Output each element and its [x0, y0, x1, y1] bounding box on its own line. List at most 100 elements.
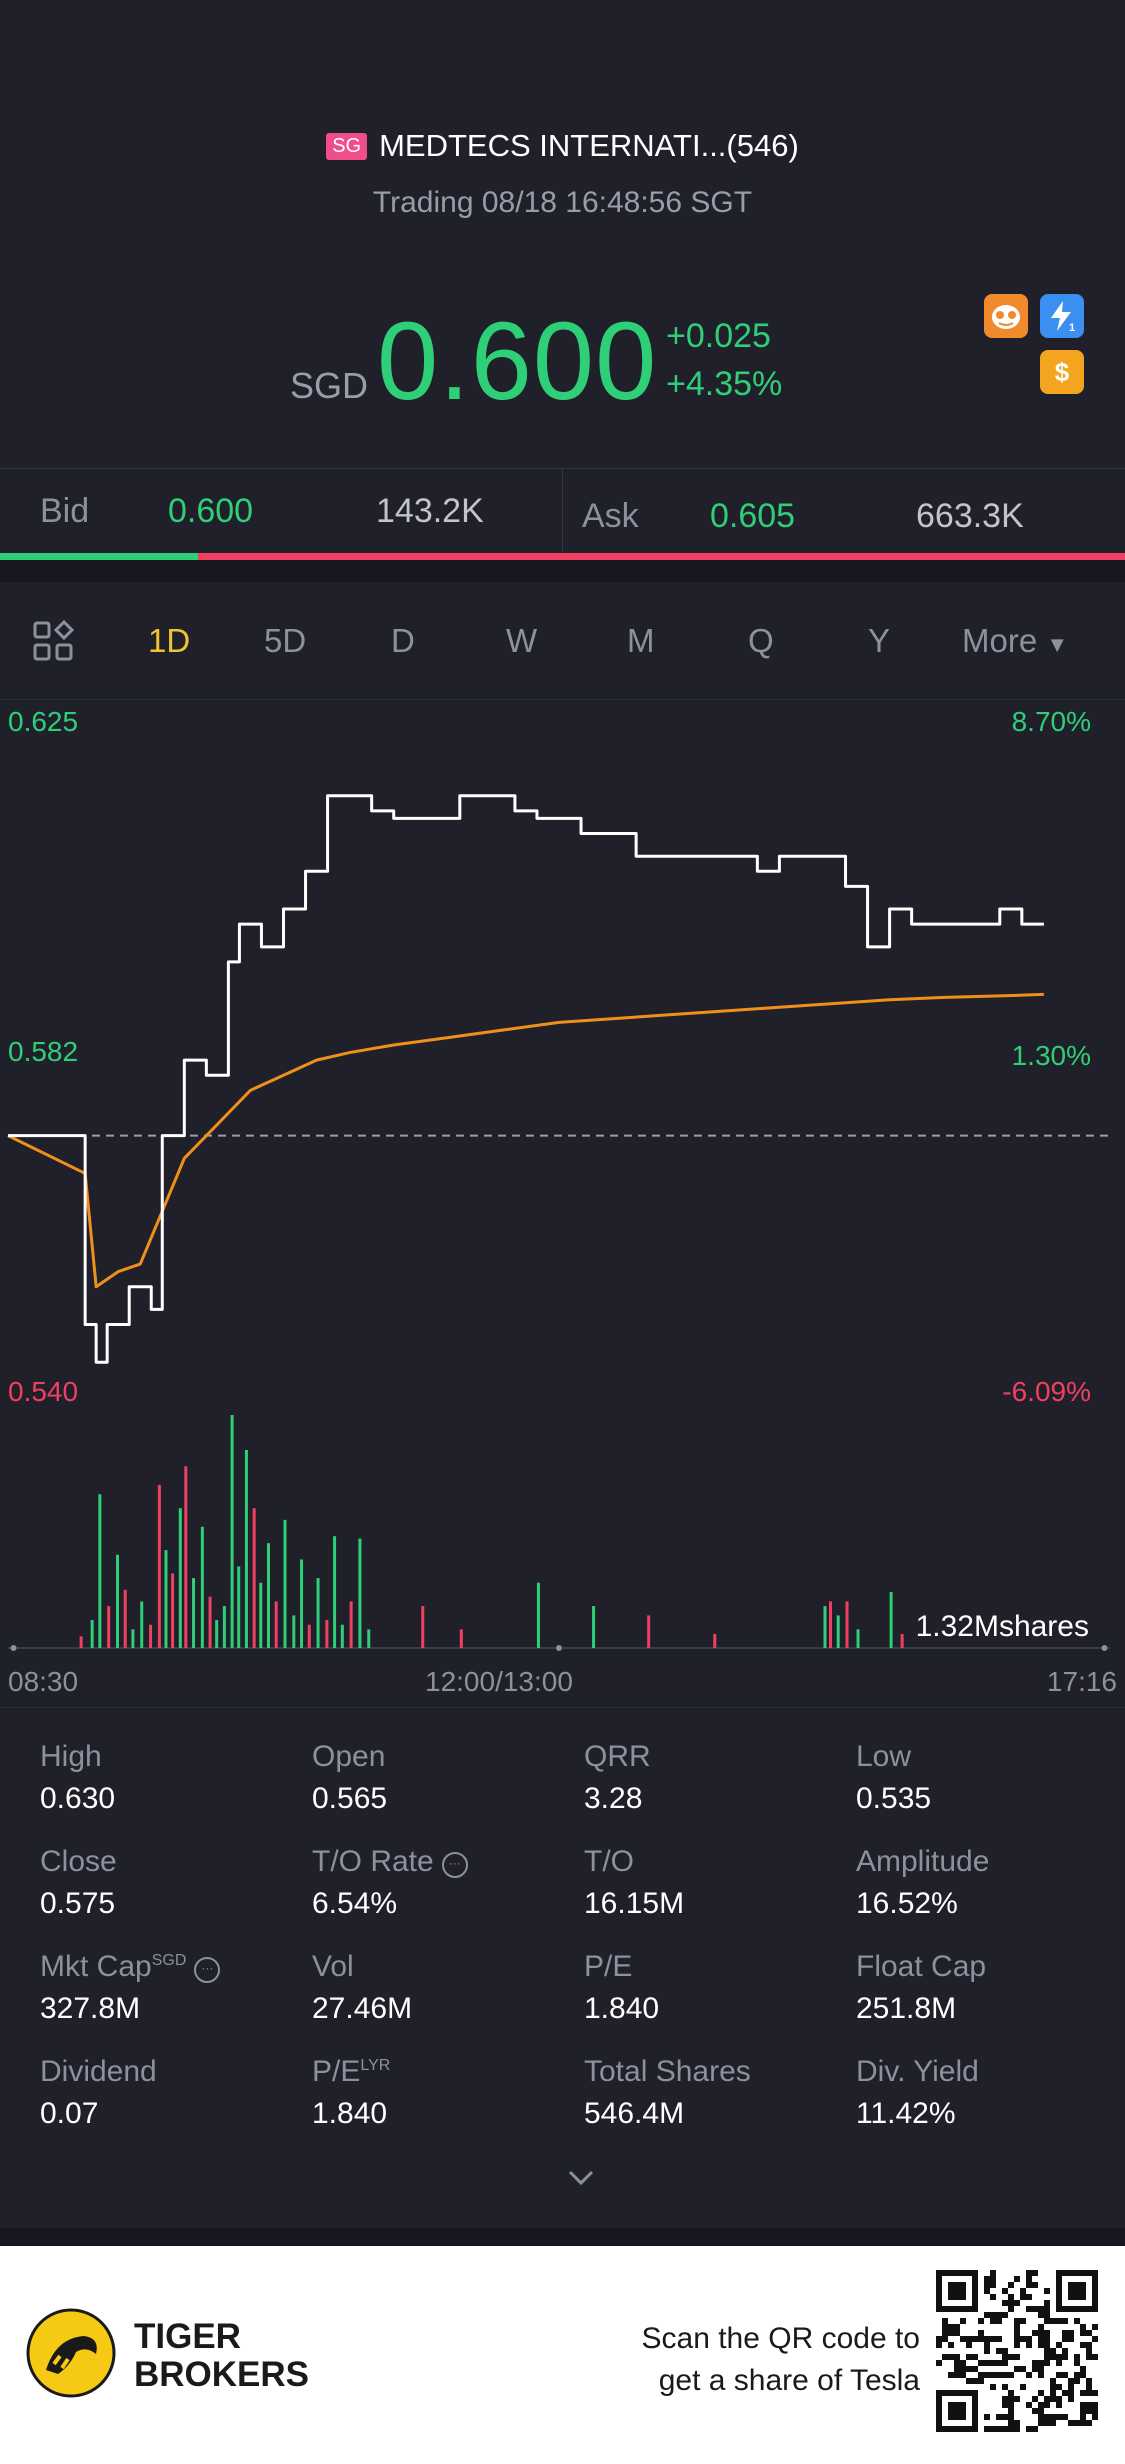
qr-module [1038, 2342, 1044, 2348]
qr-module [1026, 2276, 1032, 2282]
stat-label: High [40, 1740, 102, 1773]
qr-module [1038, 2372, 1044, 2378]
lightning-1-icon[interactable]: 1 [1040, 294, 1084, 338]
qr-module [1002, 2414, 1008, 2420]
volume-bar [140, 1601, 144, 1648]
qr-module [996, 2312, 1002, 2318]
dollar-icon[interactable]: $ [1040, 350, 1084, 394]
bid-price[interactable]: 0.600 [168, 492, 254, 530]
pct-label-top: 8.70% [1011, 706, 1091, 737]
volume-bar [123, 1589, 127, 1648]
pct-label-mid: 1.30% [1011, 1040, 1091, 1071]
qr-module [1008, 2390, 1014, 2396]
cta-line-1: Scan the QR code to [641, 2322, 921, 2355]
stat-value: 3.28 [584, 1782, 643, 1815]
qr-module [1008, 2408, 1014, 2414]
chart-grid [8, 1134, 1110, 1651]
qr-module [984, 2348, 990, 2354]
tab-more[interactable]: More ▼ [962, 622, 1068, 660]
y-label-top: 0.625 [8, 706, 79, 737]
qr-module [1068, 2390, 1074, 2396]
tab-5d[interactable]: 5D [264, 622, 307, 659]
tab-1d[interactable]: 1D [148, 622, 191, 659]
qr-module [1074, 2360, 1080, 2366]
qr-module [1038, 2336, 1044, 2342]
stat-label: Mkt CapSGD ··· [40, 1950, 221, 1984]
volume-bar [358, 1538, 362, 1648]
volume-bar [237, 1566, 241, 1648]
qr-module [1050, 2354, 1056, 2360]
stock-name[interactable]: MEDTECS INTERNATI...(546) [379, 128, 799, 163]
qr-module [1038, 2420, 1044, 2426]
x-label-mid: 12:00/13:00 [425, 1666, 573, 1697]
currency-label: SGD [290, 365, 369, 406]
stat-cell: T/O 16.15M [584, 1845, 684, 1921]
qr-module [972, 2336, 978, 2342]
volume-bar [300, 1559, 304, 1648]
grid-menu-icon[interactable] [32, 619, 75, 667]
qr-module [1044, 2354, 1050, 2360]
trading-status: Trading 08/18 16:48:56 SGT [372, 186, 753, 219]
qr-module [984, 2360, 990, 2366]
qr-module [942, 2336, 948, 2342]
qr-module [1014, 2342, 1020, 2348]
qr-module [942, 2354, 948, 2360]
qr-module [1038, 2390, 1044, 2396]
qr-module [1080, 2372, 1086, 2378]
qr-module [942, 2324, 948, 2330]
qr-module [1092, 2354, 1098, 2360]
qr-module [1014, 2336, 1020, 2342]
qr-module [1056, 2402, 1062, 2408]
tab-y[interactable]: Y [868, 622, 891, 659]
stat-value: 0.630 [40, 1782, 116, 1815]
mascot-icon[interactable] [984, 294, 1028, 338]
qr-module [1056, 2372, 1062, 2378]
qr-module [1080, 2408, 1086, 2414]
x-axis-dot [556, 1645, 562, 1651]
tab-d[interactable]: D [391, 622, 415, 659]
stat-cell: Amplitude 16.52% [856, 1845, 989, 1921]
tab-w[interactable]: W [506, 622, 538, 659]
qr-module [936, 2360, 942, 2366]
qr-module [1044, 2306, 1050, 2312]
info-icon[interactable]: ··· [194, 1957, 221, 1983]
qr-module [1002, 2360, 1008, 2366]
qr-module [1014, 2420, 1020, 2426]
section-separator [0, 560, 1125, 582]
qr-module [954, 2372, 960, 2378]
qr-module [996, 2318, 1002, 2324]
qr-module [984, 2336, 990, 2342]
qr-module [1092, 2414, 1098, 2420]
qr-module [960, 2360, 966, 2366]
qr-module [1002, 2300, 1008, 2306]
stat-cell: Close 0.575 [40, 1845, 117, 1921]
expand-chevron-icon[interactable] [566, 2168, 596, 2193]
x-label-start: 08:30 [8, 1666, 79, 1697]
intraday-chart[interactable] [0, 700, 1125, 1700]
volume-bar [349, 1601, 353, 1648]
info-icon[interactable]: ··· [441, 1852, 468, 1878]
qr-module [1014, 2318, 1020, 2324]
qr-module [1002, 2348, 1008, 2354]
volume-bar [647, 1615, 651, 1648]
qr-module [942, 2318, 948, 2324]
qr-module [966, 2336, 972, 2342]
volume-bar [157, 1484, 161, 1648]
volume-bar [208, 1596, 212, 1648]
tab-m[interactable]: M [627, 622, 655, 659]
qr-module [1062, 2390, 1068, 2396]
qr-module [1020, 2318, 1026, 2324]
volume-bar [178, 1508, 182, 1648]
qr-module [1056, 2342, 1062, 2348]
qr-code-icon[interactable] [936, 2270, 1098, 2432]
qr-module [1002, 2426, 1008, 2432]
volume-bar [149, 1624, 153, 1648]
ask-price[interactable]: 0.605 [710, 497, 796, 535]
qr-module [948, 2324, 954, 2330]
volume-bar [98, 1494, 102, 1648]
qr-module [1080, 2390, 1086, 2396]
qr-module [1086, 2408, 1092, 2414]
qr-module [1044, 2342, 1050, 2348]
qr-module [948, 2354, 954, 2360]
tab-q[interactable]: Q [748, 622, 774, 659]
